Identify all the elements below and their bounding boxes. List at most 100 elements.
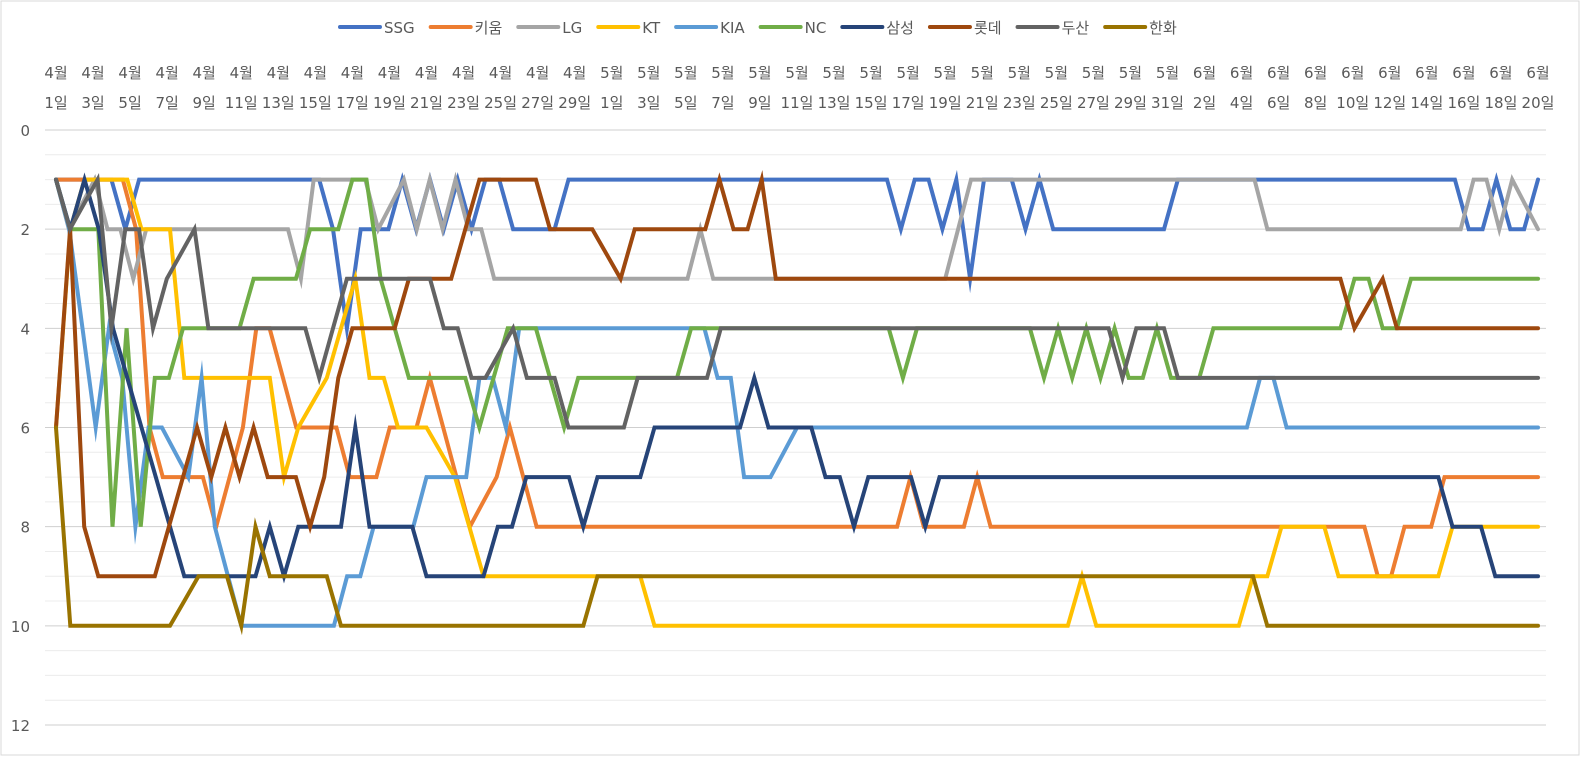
x-tick-month: 6월 <box>1193 64 1216 82</box>
x-tick-month: 5월 <box>1045 64 1068 82</box>
x-tick-day: 25일 <box>484 94 517 112</box>
x-tick-month: 6월 <box>1415 64 1438 82</box>
x-tick-day: 2일 <box>1193 94 1216 112</box>
x-tick-month: 4월 <box>193 64 216 82</box>
x-tick-day: 9일 <box>748 94 771 112</box>
x-tick-month: 4월 <box>563 64 586 82</box>
x-tick-day: 17일 <box>336 94 369 112</box>
series-line-10 <box>54 425 1540 636</box>
x-tick-day: 23일 <box>447 94 480 112</box>
legend-label: KT <box>642 19 661 37</box>
x-tick-month: 5월 <box>859 64 882 82</box>
x-tick-day: 7일 <box>711 94 734 112</box>
x-tick-day: 31일 <box>1151 94 1184 112</box>
series-line-7 <box>54 172 1540 584</box>
y-tick-label: 10 <box>11 618 30 636</box>
x-tick-day: 11일 <box>225 94 258 112</box>
x-tick-month: 5월 <box>1119 64 1142 82</box>
x-tick-day: 18일 <box>1485 94 1518 112</box>
x-tick-month: 5월 <box>934 64 957 82</box>
x-tick-day: 5일 <box>118 94 141 112</box>
x-tick-day: 16일 <box>1447 94 1480 112</box>
x-tick-month: 4월 <box>155 64 178 82</box>
x-tick-month: 5월 <box>674 64 697 82</box>
x-tick-month: 6월 <box>1452 64 1475 82</box>
x-tick-month: 6월 <box>1267 64 1290 82</box>
x-tick-day: 11일 <box>781 94 814 112</box>
legend-label: 두산 <box>1062 19 1090 37</box>
x-tick-month: 5월 <box>1082 64 1105 82</box>
x-axis-ticks: 4월 1일 4월 3일 4월 5일 4월 7일 4월 9일 4월 11일 4월 13일 4월 15일 4월 17일… <box>44 64 1554 112</box>
x-tick-month: 4월 <box>44 64 67 82</box>
x-tick-month: 6월 <box>1341 64 1364 82</box>
x-tick-day: 23일 <box>1003 94 1036 112</box>
y-tick-label: 4 <box>20 320 30 338</box>
x-tick-day: 15일 <box>855 94 888 112</box>
x-tick-day: 13일 <box>818 94 851 112</box>
x-tick-day: 25일 <box>1040 94 1073 112</box>
x-tick-day: 27일 <box>1077 94 1110 112</box>
x-tick-day: 27일 <box>521 94 554 112</box>
x-tick-day: 14일 <box>1410 94 1443 112</box>
legend-label: 한화 <box>1149 19 1177 37</box>
x-tick-day: 6일 <box>1267 94 1290 112</box>
x-tick-day: 4일 <box>1230 94 1253 112</box>
legend-label: LG <box>562 19 582 37</box>
x-tick-day: 21일 <box>410 94 443 112</box>
x-tick-month: 6월 <box>1378 64 1401 82</box>
x-tick-month: 6월 <box>1304 64 1327 82</box>
legend-label: KIA <box>720 19 745 37</box>
x-tick-day: 8일 <box>1304 94 1327 112</box>
x-tick-day: 15일 <box>299 94 332 112</box>
series-line-4 <box>54 177 1540 628</box>
x-tick-month: 4월 <box>118 64 141 82</box>
legend-label: NC <box>805 19 827 37</box>
x-tick-month: 5월 <box>1156 64 1179 82</box>
y-tick-label: 8 <box>20 519 30 537</box>
x-tick-month: 4월 <box>489 64 512 82</box>
x-tick-day: 1일 <box>600 94 623 112</box>
x-tick-day: 7일 <box>155 94 178 112</box>
x-tick-month: 4월 <box>526 64 549 82</box>
x-tick-month: 5월 <box>711 64 734 82</box>
x-tick-day: 20일 <box>1522 94 1555 112</box>
x-tick-month: 4월 <box>415 64 438 82</box>
x-tick-day: 17일 <box>892 94 925 112</box>
x-tick-day: 19일 <box>373 94 406 112</box>
y-axis-ticks: 0 2 4 6 8 10 12 <box>11 122 30 735</box>
y-tick-label: 12 <box>11 717 30 735</box>
x-tick-month: 4월 <box>378 64 401 82</box>
x-tick-day: 13일 <box>262 94 295 112</box>
x-tick-day: 12일 <box>1373 94 1406 112</box>
x-tick-day: 9일 <box>193 94 216 112</box>
x-tick-day: 29일 <box>1114 94 1147 112</box>
series-line-1 <box>54 169 1540 343</box>
x-tick-month: 5월 <box>748 64 771 82</box>
x-tick-day: 3일 <box>637 94 660 112</box>
x-tick-month: 6월 <box>1526 64 1549 82</box>
x-tick-month: 4월 <box>81 64 104 82</box>
x-tick-day: 1일 <box>44 94 67 112</box>
y-tick-label: 2 <box>20 221 30 239</box>
series-line-9 <box>54 173 1540 430</box>
y-tick-label: 6 <box>20 420 30 438</box>
x-tick-day: 21일 <box>966 94 999 112</box>
legend-label: SSG <box>384 19 415 37</box>
legend-label: 키움 <box>475 19 503 37</box>
x-tick-month: 5월 <box>637 64 660 82</box>
x-tick-day: 19일 <box>929 94 962 112</box>
legend-label: 삼성 <box>886 19 914 37</box>
legend-label: 롯데 <box>974 19 1002 37</box>
x-tick-month: 5월 <box>600 64 623 82</box>
series-line-8 <box>54 169 1540 579</box>
x-tick-month: 4월 <box>304 64 327 82</box>
series-lines <box>54 169 1540 636</box>
x-tick-month: 6월 <box>1489 64 1512 82</box>
x-tick-day: 10일 <box>1336 94 1369 112</box>
x-tick-day: 3일 <box>81 94 104 112</box>
x-tick-month: 4월 <box>341 64 364 82</box>
x-tick-month: 5월 <box>822 64 845 82</box>
x-tick-month: 4월 <box>230 64 253 82</box>
